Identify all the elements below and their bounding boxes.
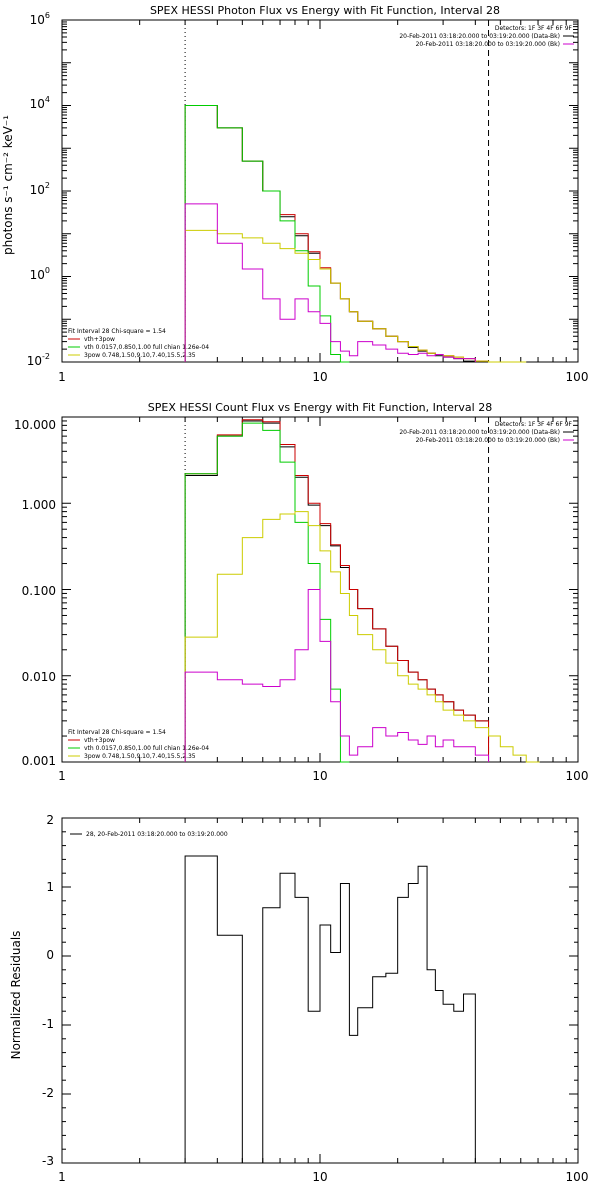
count-flux-y-tick-10: 10.000 [14,418,56,432]
count-flux-y-tick-1: 1.000 [22,498,56,512]
count-flux-legend-data-bk: 20-Feb-2011 03:18:20.000 to 03:19:20.000… [399,429,560,436]
count-flux-legend-detectors: Detectors: 1F 3F 4F 6F 9F [495,421,573,428]
residuals-x-tick-100: 100 [566,1170,589,1184]
residuals-y-tick-1: 1 [46,880,54,894]
photon-flux-legend-vth3pow: vth+3pow [84,336,115,343]
photon-flux-y-tick-1e6: 106 [30,11,50,27]
residuals-y-tick-0: 0 [46,948,54,962]
photon-flux-series-power-law [184,229,527,363]
photon-flux-legend-top-right: Detectors: 1F 3F 4F 6F 9F 20-Feb-2011 03… [399,25,574,48]
residuals-x-tick-1: 1 [58,1170,66,1184]
residuals-ylabel: Normalized Residuals [9,931,23,1060]
count-flux-x-tick-1: 1 [58,769,66,783]
photon-flux-x-tick-100: 100 [566,370,589,384]
photon-flux-legend-bk: 20-Feb-2011 03:18:20.000 to 03:19:20.000… [416,41,560,48]
count-flux-x-tick-10: 10 [312,769,327,783]
photon-flux-y-tick-1e4: 104 [30,95,50,111]
residuals-series-data [184,855,476,1164]
photon-flux-legend-vth: vth 0.0157,0.850,1.00 full chian 1.26e-0… [84,344,209,351]
photon-flux-y-tick-1e2: 102 [30,181,50,197]
residuals-y-tick-neg2: -2 [42,1086,54,1100]
residuals-x-tick-labels: 1 10 100 [58,1170,588,1184]
count-flux-legend-bk: 20-Feb-2011 03:18:20.000 to 03:19:20.000… [416,437,560,444]
residuals-x-tick-10: 10 [312,1170,327,1184]
photon-flux-legend-3pow: 3pow 0.748,1.50,9.10,7.40,15.5,2.35 [84,352,196,359]
count-flux-series-data [184,420,490,762]
photon-flux-legend-bottom-left: Fit Interval 28 Chi-square = 1.54 vth+3p… [68,328,209,359]
count-flux-y-tick-0.001: 0.001 [22,754,56,768]
count-flux-panel: SPEX HESSI Count Flux vs Energy with Fit… [14,401,588,783]
chart-marks [61,19,579,1164]
count-flux-legend-top-right: Detectors: 1F 3F 4F 6F 9F 20-Feb-2011 03… [399,421,574,444]
photon-flux-legend-fit-interval: Fit Interval 28 Chi-square = 1.54 [68,328,166,335]
count-flux-x-tick-labels: 1 10 100 [58,769,588,783]
photon-flux-y-tick-1e0: 100 [30,266,50,282]
photon-flux-series-background [184,203,476,362]
residuals-legend-text: 28, 20-Feb-2011 03:18:20.000 to 03:19:20… [86,831,228,838]
photon-flux-ylabel-text: photons s⁻¹ cm⁻² keV⁻¹ [1,115,15,255]
residuals-panel: Normalized Residuals 1 10 100 2 1 0 -1 -… [9,813,588,1184]
count-flux-legend-vth: vth 0.0157,0.850,1.00 full chian 1.26e-0… [84,745,209,752]
residuals-y-tick-2: 2 [46,813,54,827]
photon-flux-x-tick-10: 10 [312,370,327,384]
photon-flux-y-tick-labels: 106 104 102 100 10-2 [27,11,50,368]
residuals-legend: 28, 20-Feb-2011 03:18:20.000 to 03:19:20… [70,831,228,838]
photon-flux-ylabel: photons s⁻¹ cm⁻² keV⁻¹ [1,115,15,255]
residuals-y-tick-labels: 2 1 0 -1 -2 -3 [42,813,54,1168]
photon-flux-legend-detectors: Detectors: 1F 3F 4F 6F 9F [495,25,573,32]
count-flux-y-tick-labels: 10.000 1.000 0.100 0.010 0.001 [14,418,56,768]
count-flux-title: SPEX HESSI Count Flux vs Energy with Fit… [148,401,492,414]
residuals-y-tick-neg1: -1 [42,1017,54,1031]
count-flux-legend-vth3pow: vth+3pow [84,737,115,744]
photon-flux-x-tick-labels: 1 10 100 [58,370,588,384]
photon-flux-title: SPEX HESSI Photon Flux vs Energy with Fi… [150,4,500,17]
count-flux-series-total-fit [184,419,490,762]
count-flux-y-tick-0.01: 0.010 [22,670,56,684]
residuals-ylabel-text: Normalized Residuals [9,931,23,1060]
count-flux-legend-fit-interval: Fit Interval 28 Chi-square = 1.54 [68,729,166,736]
photon-flux-x-tick-1: 1 [58,370,66,384]
count-flux-series-background [184,589,490,762]
count-flux-series-thermal [184,422,350,763]
count-flux-legend-bottom-left: Fit Interval 28 Chi-square = 1.54 vth+3p… [68,729,209,760]
count-flux-y-tick-0.1: 0.100 [22,584,56,598]
count-flux-series-power-law [184,511,540,763]
count-flux-x-tick-100: 100 [566,769,589,783]
photon-flux-panel: SPEX HESSI Photon Flux vs Energy with Fi… [1,4,588,384]
photon-flux-y-tick-1e-2: 10-2 [27,352,50,368]
residuals-y-tick-neg3: -3 [42,1154,54,1168]
count-flux-legend-3pow: 3pow 0.748,1.50,9.10,7.40,15.5,2.35 [84,753,196,760]
photon-flux-legend-data-bk: 20-Feb-2011 03:18:20.000 to 03:19:20.000… [399,33,560,40]
